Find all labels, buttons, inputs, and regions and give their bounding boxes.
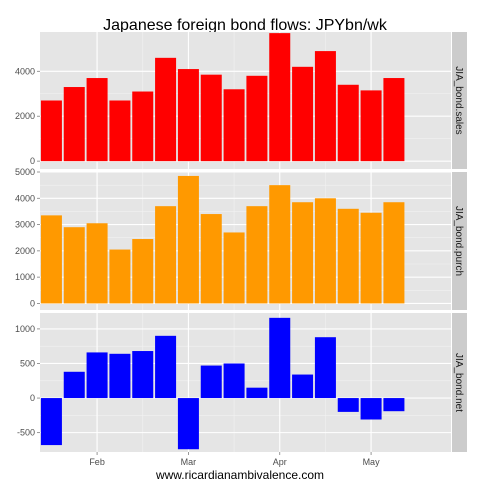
bar (223, 363, 245, 399)
bar (86, 352, 108, 399)
bar (269, 317, 291, 399)
x-axis: Feb Mar Apr May (89, 452, 380, 467)
bar (337, 398, 359, 412)
y-tick-label: 0 (30, 156, 35, 166)
y-tick-label: 0 (30, 393, 35, 403)
bar (177, 69, 199, 162)
bar (40, 100, 62, 162)
panel-background (40, 313, 451, 452)
bar (132, 351, 154, 399)
y-tick-label: 4000 (15, 66, 35, 76)
bar (360, 212, 382, 304)
chart-title: Japanese foreign bond flows: JPYbn/wk (103, 17, 388, 34)
bar (383, 202, 405, 304)
x-tick-label: May (363, 457, 381, 467)
bar (360, 398, 382, 420)
bar (383, 78, 405, 162)
bar (40, 398, 62, 446)
panel-background (40, 32, 451, 169)
bar (246, 75, 268, 162)
facet-strip (452, 172, 467, 310)
y-tick-label: 2000 (15, 246, 35, 256)
facet-strip (452, 32, 467, 169)
bar (200, 74, 222, 162)
facet-strip-label: JIA_bond.purch (453, 206, 464, 276)
bar (223, 89, 245, 162)
panel-0: 0 2000 4000 JIA_bond.sales (15, 32, 467, 169)
bar (269, 185, 291, 304)
y-tick-label: 0 (30, 298, 35, 308)
facet-strip-label: JIA_bond.net (453, 353, 464, 412)
bar (132, 91, 154, 162)
y-tick-label: 2000 (15, 111, 35, 121)
bar (132, 239, 154, 304)
bar (177, 398, 199, 450)
bar (63, 371, 85, 399)
bar (337, 84, 359, 162)
bar (109, 100, 131, 162)
bar (360, 90, 382, 162)
panels: 0 2000 4000 JIA_bond.sales 0 1000 2000 3000 4000… (15, 32, 467, 452)
bar (86, 78, 108, 162)
bar (337, 208, 359, 304)
bar (109, 249, 131, 304)
bar (155, 57, 177, 162)
panel-2: -500 0 500 1000 JIA_bond.net (15, 313, 467, 452)
bar (223, 232, 245, 304)
bar (383, 398, 405, 412)
bar (155, 335, 177, 399)
bar (177, 175, 199, 304)
bar (292, 202, 314, 304)
y-tick-label: 3000 (15, 220, 35, 230)
bar (269, 33, 291, 162)
bar (314, 337, 336, 399)
panel-1: 0 1000 2000 3000 4000 5000 JIA_bond.purch (15, 167, 467, 310)
bar (314, 51, 336, 162)
bar (155, 206, 177, 304)
bar (246, 206, 268, 304)
bar (200, 365, 222, 399)
y-tick-label: 5000 (15, 167, 35, 177)
bar (63, 227, 85, 304)
y-tick-label: 500 (20, 358, 35, 368)
bar (200, 214, 222, 304)
bar (109, 353, 131, 399)
bar (292, 66, 314, 162)
panel-background (40, 172, 451, 310)
facet-strip (452, 313, 467, 452)
facet-strip-label: JIA_bond.sales (453, 66, 464, 134)
x-tick-label: Apr (273, 457, 287, 467)
bar (86, 223, 108, 304)
y-tick-label: 1000 (15, 324, 35, 334)
bar (246, 387, 268, 399)
y-tick-label: 1000 (15, 272, 35, 282)
bar (314, 198, 336, 304)
x-tick-label: Feb (89, 457, 105, 467)
y-tick-label: 4000 (15, 193, 35, 203)
y-tick-label: -500 (17, 428, 35, 438)
footer-credit: www.ricardianambivalence.com (155, 468, 324, 480)
bar (63, 87, 85, 162)
x-tick-label: Mar (181, 457, 197, 467)
bar (292, 374, 314, 399)
bar (40, 215, 62, 304)
